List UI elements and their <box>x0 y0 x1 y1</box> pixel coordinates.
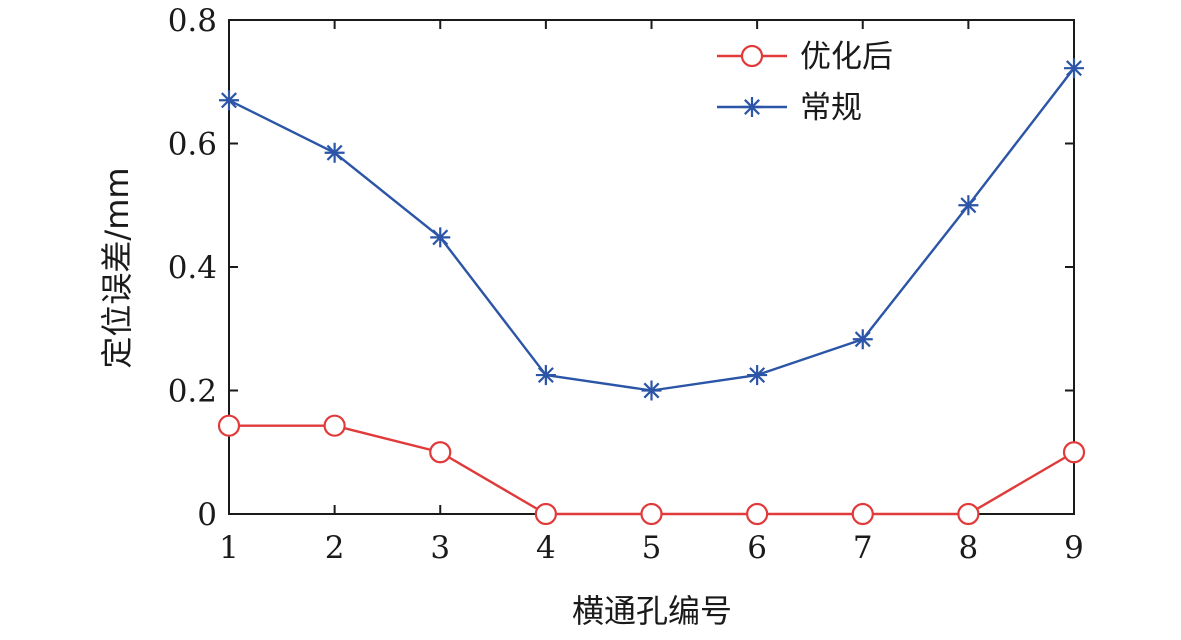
x-tick-label: 9 <box>1064 530 1084 566</box>
star-marker-point <box>852 329 873 350</box>
x-axis: 1 2 3 4 5 6 7 8 9 <box>219 20 1084 566</box>
star-marker-stroke <box>643 382 660 399</box>
plot-border <box>228 19 1075 515</box>
y-axis: 0 0.2 0.4 0.6 0.8 <box>168 3 1074 533</box>
legend-star-marker <box>742 97 762 117</box>
y-axis-title: 定位误差/mm <box>98 167 136 368</box>
star-marker-stroke <box>744 99 760 115</box>
circle-marker-point <box>534 502 557 526</box>
legend-entry: 常规 <box>717 90 862 126</box>
star-marker-point <box>535 365 556 386</box>
star-marker-stroke <box>221 92 237 109</box>
legend-label: 优化后 <box>800 39 893 75</box>
series-line <box>229 424 1075 516</box>
y-tick-label: 0 <box>197 497 217 533</box>
series-1 <box>217 414 1086 526</box>
circle-marker-point <box>957 502 980 526</box>
legend-label: 常规 <box>800 90 862 126</box>
circle-marker-point <box>851 502 874 526</box>
star-marker-point <box>324 142 345 163</box>
y-tick-label: 0.6 <box>168 127 217 163</box>
circle-marker-point <box>217 414 241 437</box>
series-layer <box>217 58 1086 526</box>
x-axis-title: 横通孔编号 <box>572 592 732 630</box>
x-tick-label: 8 <box>959 530 979 566</box>
plot-frame <box>228 19 1075 515</box>
star-marker-stroke <box>1066 60 1082 77</box>
circle-marker-point <box>640 502 663 526</box>
star-marker-point <box>430 227 451 248</box>
star-marker-stroke <box>326 144 343 161</box>
star-marker-point <box>641 380 662 401</box>
star-marker-stroke <box>749 367 766 384</box>
y-tick-label: 0.2 <box>168 374 217 410</box>
x-tick-label: 6 <box>747 530 767 566</box>
star-marker-stroke <box>537 367 554 384</box>
x-tick-label: 3 <box>430 530 450 566</box>
legend-circle-marker <box>740 44 764 68</box>
star-marker-stroke <box>432 229 449 246</box>
x-tick-label: 5 <box>642 530 662 566</box>
star-marker-point <box>747 365 768 386</box>
series-2 <box>219 58 1084 401</box>
circle-marker-point <box>323 414 346 437</box>
star-marker-stroke <box>854 331 871 348</box>
series-line <box>228 67 1075 392</box>
x-tick-label: 2 <box>325 530 345 566</box>
x-tick-label: 1 <box>219 530 239 566</box>
star-marker-stroke <box>960 197 977 214</box>
legend-entry: 优化后 <box>717 39 893 75</box>
circle-marker-point <box>429 441 452 464</box>
star-marker-point <box>958 195 979 216</box>
x-tick-label: 4 <box>536 530 556 566</box>
star-marker-point <box>219 90 239 111</box>
circle-marker-point <box>1062 441 1086 464</box>
star-marker-point <box>1064 58 1084 79</box>
circle-marker-point <box>746 502 769 526</box>
y-tick-label: 0.4 <box>168 250 217 286</box>
x-tick-label: 7 <box>853 530 873 566</box>
y-tick-label: 0.8 <box>168 3 217 39</box>
